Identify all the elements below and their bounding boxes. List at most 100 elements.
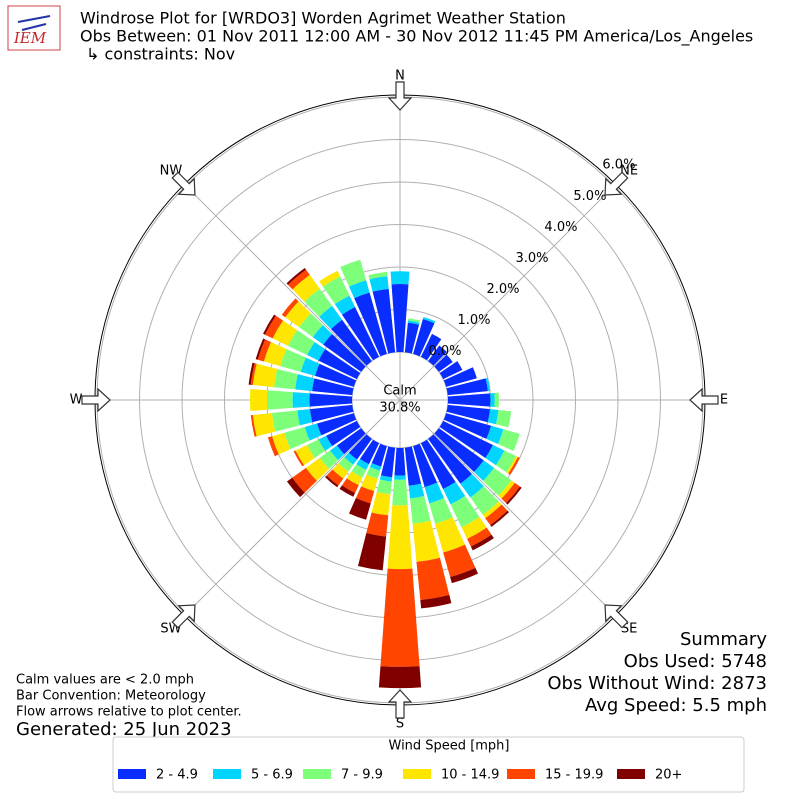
bar-segment xyxy=(336,428,366,455)
bar-segment xyxy=(322,276,350,305)
flow-arrow-shape xyxy=(689,387,719,413)
bar-segment xyxy=(330,319,372,366)
bar-segment xyxy=(356,459,369,470)
logo-mark xyxy=(17,15,51,31)
bar-segment xyxy=(416,557,450,600)
bar-segment xyxy=(295,444,315,466)
bar-segment xyxy=(292,392,310,408)
bar-segment xyxy=(339,485,356,497)
generated: Generated: 25 Jun 2023 xyxy=(16,719,232,740)
logo-text: IEM xyxy=(13,29,47,47)
bar-segment xyxy=(424,482,445,504)
r-tick-label: 5.0% xyxy=(573,189,606,204)
bar-segment xyxy=(429,498,453,524)
flow-arrow-shape xyxy=(171,604,196,629)
legend-label: 10 - 14.9 xyxy=(441,768,499,783)
bar-segment xyxy=(340,259,367,287)
bar-segment xyxy=(332,463,349,479)
bar-segment xyxy=(443,413,492,439)
bar-segment xyxy=(309,404,354,423)
bar-segment xyxy=(267,390,293,410)
bar-segment xyxy=(428,345,447,366)
bar-segment xyxy=(413,319,435,357)
bar-segment xyxy=(508,456,520,475)
r-tick-label: 1.0% xyxy=(457,313,490,328)
legend-swatch xyxy=(403,769,431,779)
bar-segment xyxy=(252,363,278,388)
flow-arrow xyxy=(81,387,111,413)
bar-segment xyxy=(366,467,380,479)
bar-segment xyxy=(371,443,387,467)
legend-swatch xyxy=(507,769,535,779)
bar-segment xyxy=(460,474,484,498)
bar-segment xyxy=(351,464,367,478)
bar-segment xyxy=(485,377,491,392)
compass-label: W xyxy=(70,393,83,408)
bar-segment xyxy=(305,457,330,481)
bar-segment xyxy=(408,483,425,499)
bar-segment xyxy=(443,481,466,505)
summary-line: Summary xyxy=(680,629,767,650)
bar-segment xyxy=(447,393,491,407)
flow-arrow xyxy=(604,171,629,196)
bar-segment xyxy=(435,517,465,553)
bar-segment xyxy=(267,436,279,457)
bar-segment xyxy=(439,420,493,459)
bar-segment xyxy=(376,479,392,495)
summary-line: Avg Speed: 5.5 mph xyxy=(585,695,767,716)
bar-segment xyxy=(487,409,499,425)
legend-label: 2 - 4.9 xyxy=(156,768,198,783)
bar-segment xyxy=(297,409,313,426)
bar-segment xyxy=(380,568,420,667)
bar-segment xyxy=(341,478,359,493)
bar-segment xyxy=(348,498,371,520)
bar-segment xyxy=(394,475,406,480)
bar-segment xyxy=(248,362,255,385)
bar-segment xyxy=(263,314,276,335)
bar-segment xyxy=(446,378,488,396)
bar-segment xyxy=(250,414,257,437)
bar-segment xyxy=(326,420,361,447)
legend-frame xyxy=(112,736,745,793)
flow-arrow xyxy=(387,689,413,719)
flow-arrow xyxy=(604,604,629,629)
bar-segment xyxy=(287,330,315,356)
flow-arrow-shape xyxy=(604,604,629,629)
flow-arrow-shape xyxy=(604,171,629,196)
flow-arrow-shape xyxy=(81,387,111,413)
bar-segment xyxy=(272,432,291,455)
bar-segment xyxy=(404,446,422,486)
bar-segment xyxy=(255,338,266,360)
spoke xyxy=(185,399,401,615)
flow-arrow xyxy=(387,81,413,111)
calm-label: Calm xyxy=(383,384,416,399)
bar-segment xyxy=(407,320,420,325)
legend-swatch xyxy=(303,769,331,779)
bar-segment xyxy=(506,456,518,474)
note-line: Bar Convention: Meteorology xyxy=(16,689,206,704)
bar-segment xyxy=(312,378,354,396)
flow-arrow-shape xyxy=(171,171,196,196)
constraints: ↳ constraints: Nov xyxy=(86,45,235,64)
bar-segment xyxy=(506,486,522,505)
compass-label: E xyxy=(720,393,728,408)
bar-segment xyxy=(309,393,353,407)
bar-segment xyxy=(250,363,257,386)
bar-segment xyxy=(380,446,396,478)
bar-segment xyxy=(450,495,480,528)
chart-title: Windrose Plot for [WRDO3] Worden Agrimet… xyxy=(80,9,566,28)
bar-segment xyxy=(391,284,409,353)
bar-segment xyxy=(420,439,456,490)
bar-segment xyxy=(319,270,341,287)
bar-segment xyxy=(490,393,495,407)
bar-segment xyxy=(368,271,388,280)
bar-segment xyxy=(307,341,326,361)
bar-segment xyxy=(392,479,408,506)
bar-segment xyxy=(272,320,298,346)
bar-segment xyxy=(257,339,271,362)
bar-segment xyxy=(443,367,477,387)
r-tick-label: 6.0% xyxy=(602,158,635,173)
bar-segment xyxy=(354,292,387,357)
bar-segment xyxy=(428,434,472,484)
legend-label: 7 - 9.9 xyxy=(341,768,383,783)
